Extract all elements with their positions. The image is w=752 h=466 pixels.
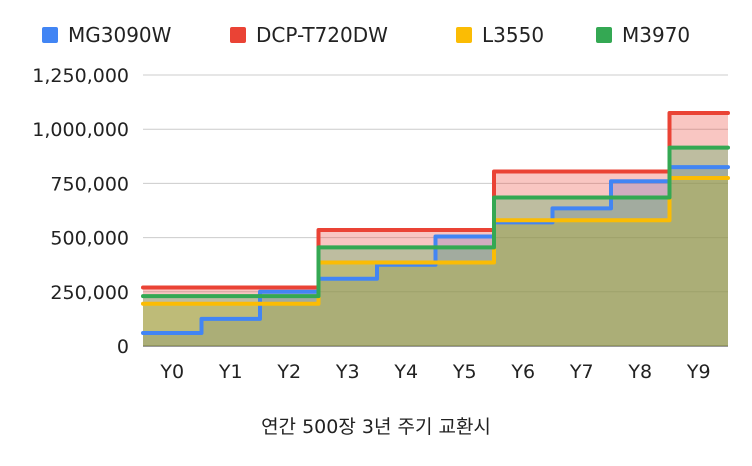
x-tick-label: Y8 [627, 361, 652, 383]
x-tick-label: Y9 [686, 361, 711, 383]
x-tick-label: Y3 [335, 361, 360, 383]
legend-item-mg3090w: MG3090W [42, 22, 171, 48]
x-axis-title: 연간 500장 3년 주기 교환시 [261, 416, 491, 438]
legend-label-dcp-t720dw: DCP-T720DW [256, 23, 388, 47]
legend-label-l3550: L3550 [482, 23, 545, 47]
legend-label-m3970: M3970 [622, 23, 691, 47]
legend-item-m3970: M3970 [596, 22, 690, 48]
y-tick-label: 750,000 [50, 173, 129, 195]
legend-item-dcp-t720dw: DCP-T720DW [230, 22, 388, 48]
x-tick-label: Y2 [276, 361, 301, 383]
x-tick-label: Y7 [569, 361, 594, 383]
x-tick-label: Y0 [159, 361, 184, 383]
series-line-m3970 [141, 145, 730, 299]
legend-label-mg3090w: MG3090W [68, 23, 172, 47]
series-line-dcp-t720dw [141, 110, 730, 290]
legend-item-l3550: L3550 [456, 22, 544, 48]
y-tick-label: 0 [117, 336, 129, 358]
y-tick-label: 1,000,000 [32, 119, 129, 141]
legend-swatch-l3550 [456, 27, 472, 43]
x-tick-label: Y4 [393, 361, 418, 383]
legend-swatch-m3970 [596, 27, 612, 43]
series-line-l3550 [141, 175, 730, 306]
y-tick-label: 250,000 [50, 282, 129, 304]
x-tick-label: Y6 [510, 361, 535, 383]
series-line-mg3090w [141, 165, 730, 335]
legend-swatch-mg3090w [42, 27, 58, 43]
y-tick-label: 1,250,000 [32, 65, 129, 87]
x-tick-label: Y1 [218, 361, 243, 383]
x-tick-label: Y5 [452, 361, 477, 383]
y-tick-label: 500,000 [50, 228, 129, 250]
legend-swatch-dcp-t720dw [230, 27, 246, 43]
